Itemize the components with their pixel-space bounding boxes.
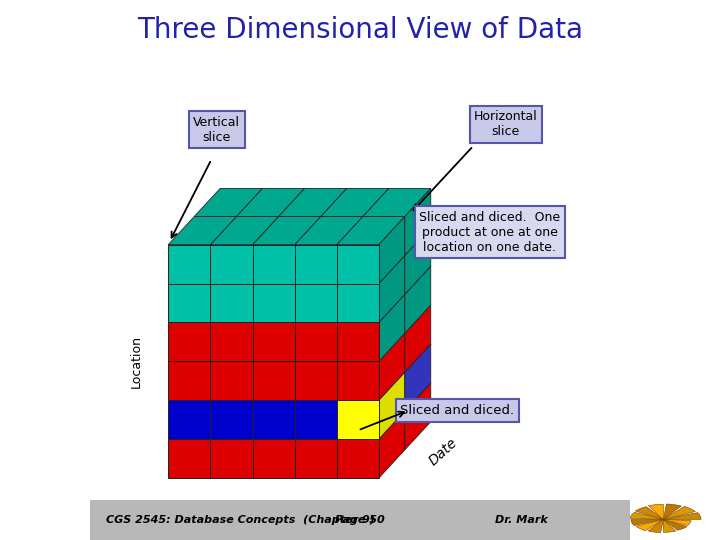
Bar — [168, 400, 210, 439]
Bar — [210, 400, 253, 439]
Text: Date: Date — [426, 436, 460, 468]
Wedge shape — [630, 512, 663, 519]
Polygon shape — [253, 217, 320, 245]
Polygon shape — [405, 188, 431, 255]
Text: Sliced and diced.: Sliced and diced. — [400, 404, 514, 417]
Bar — [253, 361, 294, 400]
Polygon shape — [379, 294, 405, 361]
Bar — [168, 322, 210, 361]
Bar — [90, 500, 630, 540]
Text: Horizontal
slice: Horizontal slice — [474, 110, 538, 138]
Polygon shape — [236, 188, 305, 217]
Polygon shape — [405, 266, 431, 333]
Polygon shape — [405, 305, 431, 372]
Wedge shape — [663, 519, 676, 532]
Text: Sliced and diced.  One
product at one at one
location on one date.: Sliced and diced. One product at one at … — [419, 211, 560, 254]
Bar — [337, 322, 379, 361]
Wedge shape — [663, 504, 681, 519]
Wedge shape — [631, 519, 663, 525]
Bar — [253, 284, 294, 322]
Wedge shape — [663, 507, 696, 519]
Bar — [294, 400, 337, 439]
Bar — [210, 245, 253, 284]
Wedge shape — [663, 519, 687, 530]
Text: Three Dimensional View of Data: Three Dimensional View of Data — [137, 16, 583, 44]
Polygon shape — [168, 217, 236, 245]
Wedge shape — [649, 504, 663, 519]
Wedge shape — [648, 519, 663, 532]
Bar — [210, 439, 253, 478]
Bar — [168, 284, 210, 322]
Bar — [294, 245, 337, 284]
Polygon shape — [379, 372, 405, 439]
Bar — [337, 284, 379, 322]
Bar — [210, 361, 253, 400]
Polygon shape — [379, 255, 405, 322]
Bar — [253, 400, 294, 439]
Bar — [168, 439, 210, 478]
Bar — [337, 361, 379, 400]
Bar — [294, 284, 337, 322]
Polygon shape — [279, 188, 346, 217]
Polygon shape — [379, 333, 405, 400]
Bar — [337, 439, 379, 478]
Text: Page 50: Page 50 — [335, 515, 385, 525]
Text: Vertical
slice: Vertical slice — [194, 116, 240, 144]
Bar — [253, 439, 294, 478]
Polygon shape — [210, 217, 279, 245]
Wedge shape — [663, 519, 691, 525]
Bar — [210, 322, 253, 361]
Bar — [337, 400, 379, 439]
Bar — [210, 284, 253, 322]
Text: Dr. Mark: Dr. Mark — [495, 515, 548, 525]
Bar — [253, 322, 294, 361]
Polygon shape — [379, 217, 405, 284]
Text: Location: Location — [130, 335, 143, 388]
Bar — [294, 439, 337, 478]
Text: Product: Product — [247, 508, 300, 522]
Polygon shape — [337, 217, 405, 245]
Polygon shape — [320, 188, 389, 217]
Bar — [337, 245, 379, 284]
Polygon shape — [294, 217, 363, 245]
Bar — [168, 245, 210, 284]
Text: CGS 2545: Database Concepts  (Chapter 9): CGS 2545: Database Concepts (Chapter 9) — [107, 515, 375, 525]
Wedge shape — [663, 512, 701, 519]
Bar — [294, 322, 337, 361]
Polygon shape — [405, 383, 431, 450]
Bar — [294, 361, 337, 400]
Polygon shape — [194, 188, 262, 217]
Polygon shape — [405, 344, 431, 411]
Wedge shape — [636, 519, 663, 531]
Bar — [168, 361, 210, 400]
Bar — [253, 245, 294, 284]
Polygon shape — [379, 411, 405, 478]
Wedge shape — [635, 507, 663, 519]
Polygon shape — [405, 227, 431, 294]
Polygon shape — [363, 188, 431, 217]
